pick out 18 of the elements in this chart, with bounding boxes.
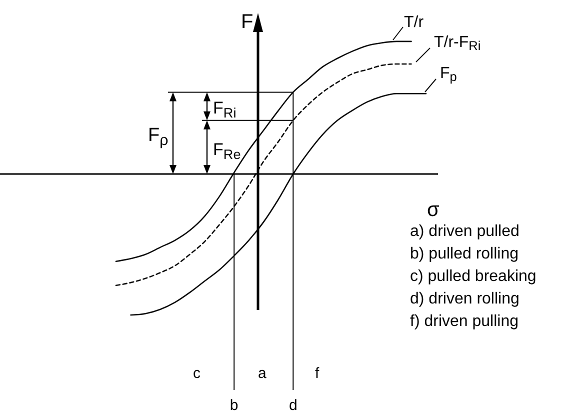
annotation: d) driven rolling — [410, 290, 520, 308]
series-label: T/r-F$_{Ri}$ — [434, 34, 481, 54]
annotation: c) pulled breaking — [410, 268, 536, 285]
ref-line-label: F$_{Ri}$ — [213, 98, 236, 120]
annotation: F$_{Re}$ — [213, 140, 241, 162]
annotation: a) driven pulled — [410, 223, 520, 240]
x-axis-title: σ — [427, 199, 440, 221]
text: a — [258, 365, 267, 382]
text: c — [193, 365, 201, 382]
legend-label: F$_{p}$ — [440, 65, 457, 84]
x-tick-label: b — [230, 397, 238, 414]
text: f — [315, 365, 320, 382]
legend-label: T/r — [404, 14, 424, 31]
annotation: b) pulled rolling — [410, 246, 519, 262]
x-tick-label: d — [288, 397, 298, 414]
ref-line-label: F$_{ρ}$ — [148, 125, 169, 149]
annotation: f) driven pulling — [410, 313, 518, 330]
y-axis-title: F — [241, 11, 254, 33]
